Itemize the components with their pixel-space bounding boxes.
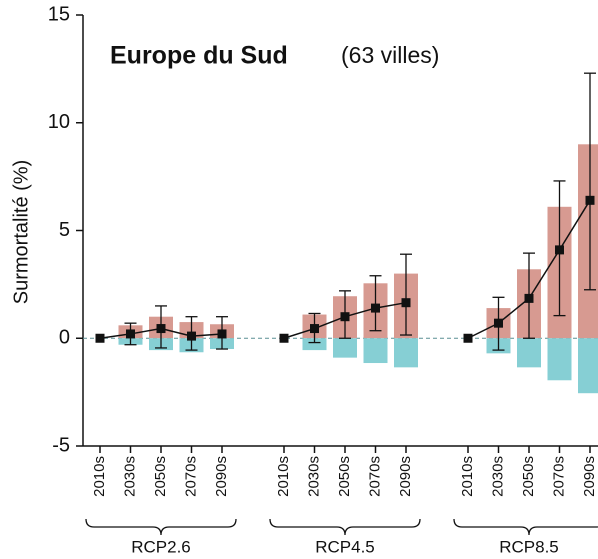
x-tick-label: 2050s <box>520 456 537 497</box>
net-marker <box>340 312 350 322</box>
net-marker <box>217 329 227 339</box>
decrease-bar <box>517 338 541 368</box>
decrease-bar <box>394 338 418 368</box>
group-label: RCP4.5 <box>315 537 375 556</box>
chart-subtitle: (63 villes) <box>341 42 439 68</box>
x-tick-label: 2030s <box>121 456 138 497</box>
net-marker <box>279 333 289 343</box>
chart-title: Europe du Sud <box>110 42 288 70</box>
net-marker <box>585 195 595 205</box>
group-label: RCP8.5 <box>499 537 559 556</box>
x-tick-label: 2090s <box>213 456 230 497</box>
group-brace <box>269 518 421 536</box>
group-brace <box>453 518 598 536</box>
x-tick-label: 2070s <box>182 456 199 497</box>
x-tick-label: 2010s <box>91 456 108 497</box>
net-marker <box>555 245 564 255</box>
net-marker <box>187 331 196 341</box>
decrease-bar <box>578 338 598 394</box>
net-marker <box>310 324 319 334</box>
group-label: RCP2.6 <box>131 537 191 556</box>
net-marker <box>95 333 105 343</box>
x-tick-label: 2050s <box>152 456 169 497</box>
x-tick-label: 2070s <box>366 456 383 497</box>
x-tick-label: 2070s <box>550 456 567 497</box>
y-axis-label: Surmortalité (%) <box>10 160 32 304</box>
x-tick-label: 2090s <box>397 456 414 497</box>
net-marker <box>494 318 503 328</box>
net-marker <box>401 298 411 308</box>
decrease-bar <box>333 338 357 358</box>
x-tick-label: 2090s <box>581 456 598 497</box>
x-tick-label: 2050s <box>336 456 353 497</box>
net-marker <box>371 303 380 313</box>
decrease-bar <box>547 338 572 381</box>
x-tick-label: 2010s <box>459 456 476 497</box>
y-tick-label: -5 <box>52 434 70 456</box>
y-tick-label: 5 <box>59 219 70 241</box>
decrease-bar <box>363 338 388 364</box>
net-marker <box>156 324 166 334</box>
y-tick-label: 0 <box>59 327 70 349</box>
x-tick-label: 2010s <box>275 456 292 497</box>
y-tick-label: 10 <box>48 111 70 133</box>
x-tick-label: 2030s <box>489 456 506 497</box>
decrease-bar <box>302 338 327 351</box>
net-marker <box>524 293 534 303</box>
increase-bar <box>578 144 598 339</box>
y-tick-label: 15 <box>48 3 70 25</box>
group-brace <box>85 518 237 536</box>
net-marker <box>463 333 473 343</box>
net-marker <box>126 329 135 339</box>
x-tick-label: 2030s <box>305 456 322 497</box>
